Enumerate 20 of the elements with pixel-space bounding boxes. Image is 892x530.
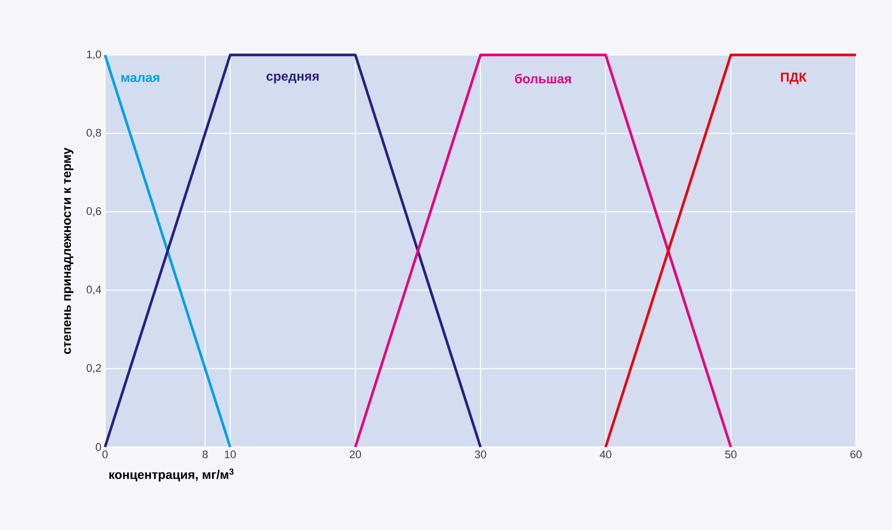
x-tick-label: 8	[202, 450, 208, 458]
x-tick-label: 10	[224, 450, 236, 458]
series-label: ПДК	[781, 72, 807, 84]
y-tick-label: 0	[96, 443, 102, 451]
x-tick-label: 0	[102, 450, 108, 458]
series-label: малая	[121, 74, 160, 82]
x-tick-label: 50	[725, 450, 736, 458]
series-label: большая	[515, 74, 571, 84]
y-tick-label: 1,0	[87, 50, 102, 60]
x-tick-label: 30	[474, 450, 486, 458]
x-tick-label: 20	[350, 450, 361, 458]
y-tick-label: 0,4	[86, 286, 102, 295]
y-tick-label: 0,2	[86, 364, 101, 374]
y-tick-label: 0,6	[86, 207, 102, 216]
x-axis-title: концентрация, мг/м$^{3}$	[109, 468, 234, 482]
y-axis-title: степень принадлежности к терму	[64, 148, 74, 354]
y-tick-label: 0,8	[86, 128, 102, 138]
x-tick-label: 40	[600, 450, 612, 458]
x-tick-label: 60	[850, 450, 862, 458]
series-label: средняя	[266, 74, 319, 84]
